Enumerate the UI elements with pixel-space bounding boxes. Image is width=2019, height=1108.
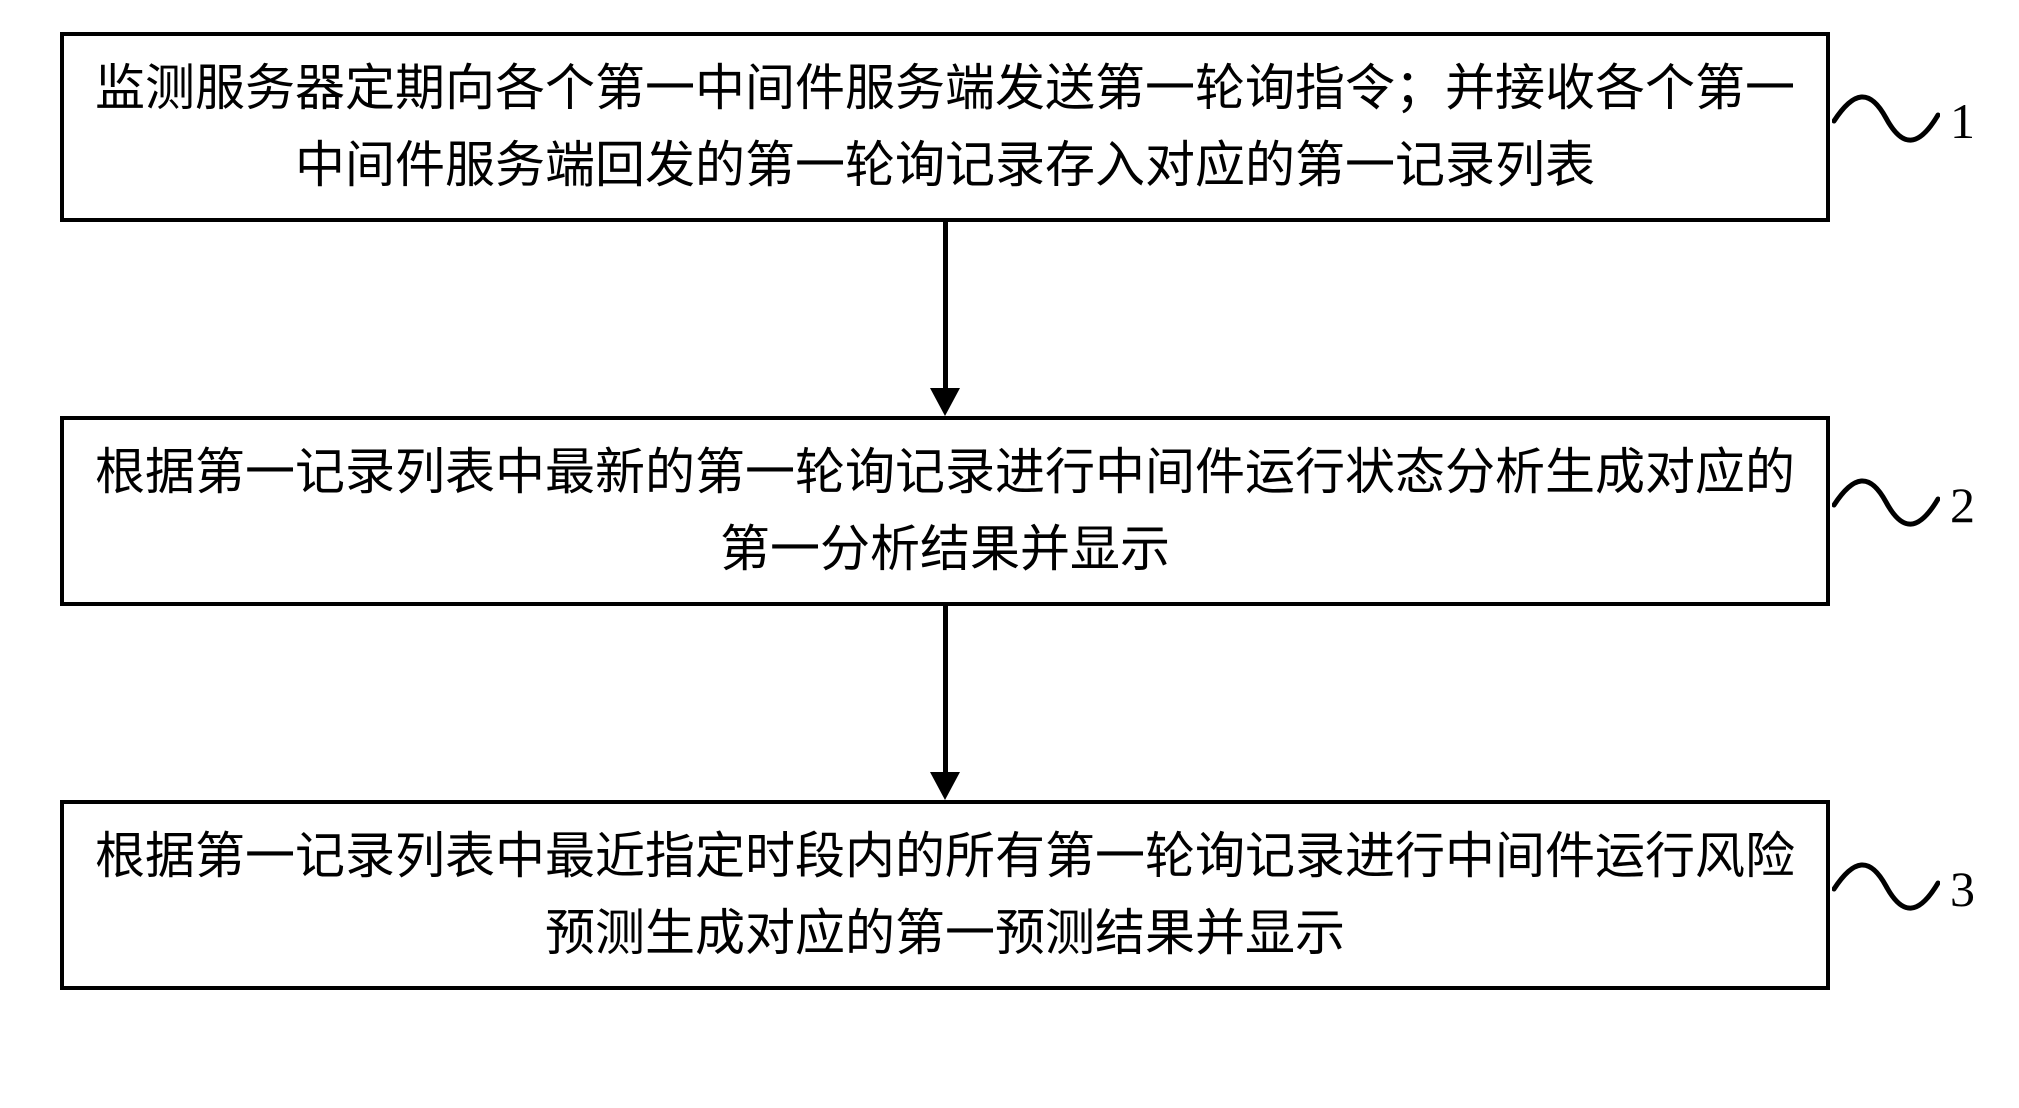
step-number-label: 2 [1950, 476, 1975, 534]
squiggle-connector [1832, 472, 1940, 532]
flow-arrow-line [943, 222, 948, 388]
flow-node-text: 监测服务器定期向各个第一中间件服务端发送第一轮询指令；并接收各个第一中间件服务端… [94, 50, 1796, 205]
flowchart-canvas: 监测服务器定期向各个第一中间件服务端发送第一轮询指令；并接收各个第一中间件服务端… [0, 0, 2019, 1108]
flow-node-step1: 监测服务器定期向各个第一中间件服务端发送第一轮询指令；并接收各个第一中间件服务端… [60, 32, 1830, 222]
step-number-label: 1 [1950, 92, 1975, 150]
flow-arrow-line [943, 606, 948, 772]
flow-arrow-head-icon [930, 388, 960, 416]
flow-node-text: 根据第一记录列表中最新的第一轮询记录进行中间件运行状态分析生成对应的第一分析结果… [94, 434, 1796, 589]
squiggle-connector [1832, 88, 1940, 148]
flow-node-step2: 根据第一记录列表中最新的第一轮询记录进行中间件运行状态分析生成对应的第一分析结果… [60, 416, 1830, 606]
step-number-label: 3 [1950, 860, 1975, 918]
flow-node-step3: 根据第一记录列表中最近指定时段内的所有第一轮询记录进行中间件运行风险预测生成对应… [60, 800, 1830, 990]
flow-node-text: 根据第一记录列表中最近指定时段内的所有第一轮询记录进行中间件运行风险预测生成对应… [94, 818, 1796, 973]
squiggle-connector [1832, 856, 1940, 916]
flow-arrow-head-icon [930, 772, 960, 800]
